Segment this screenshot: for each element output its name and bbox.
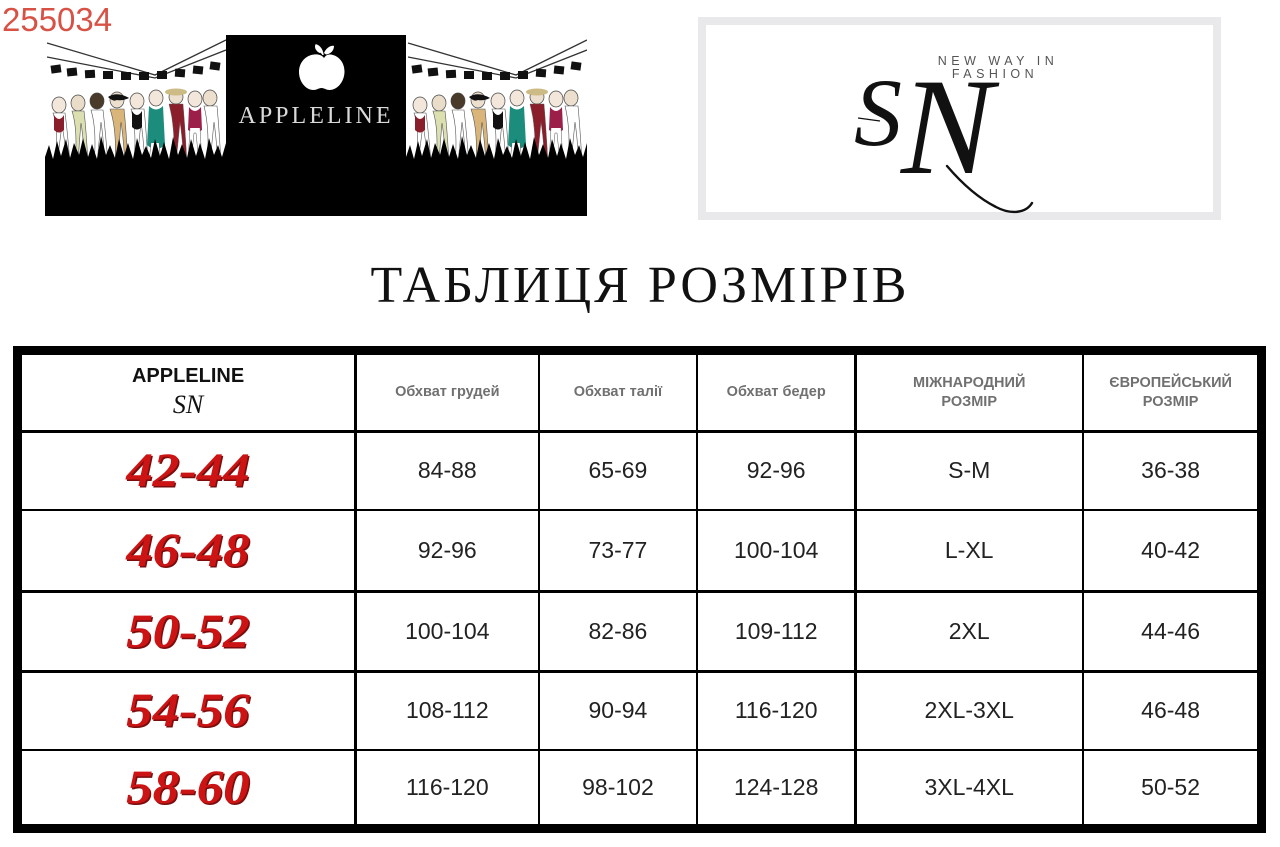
svg-text:FASHION: FASHION [952, 67, 1038, 81]
svg-text:NEW WAY IN: NEW WAY IN [938, 54, 1058, 68]
svg-text:S: S [854, 59, 902, 166]
